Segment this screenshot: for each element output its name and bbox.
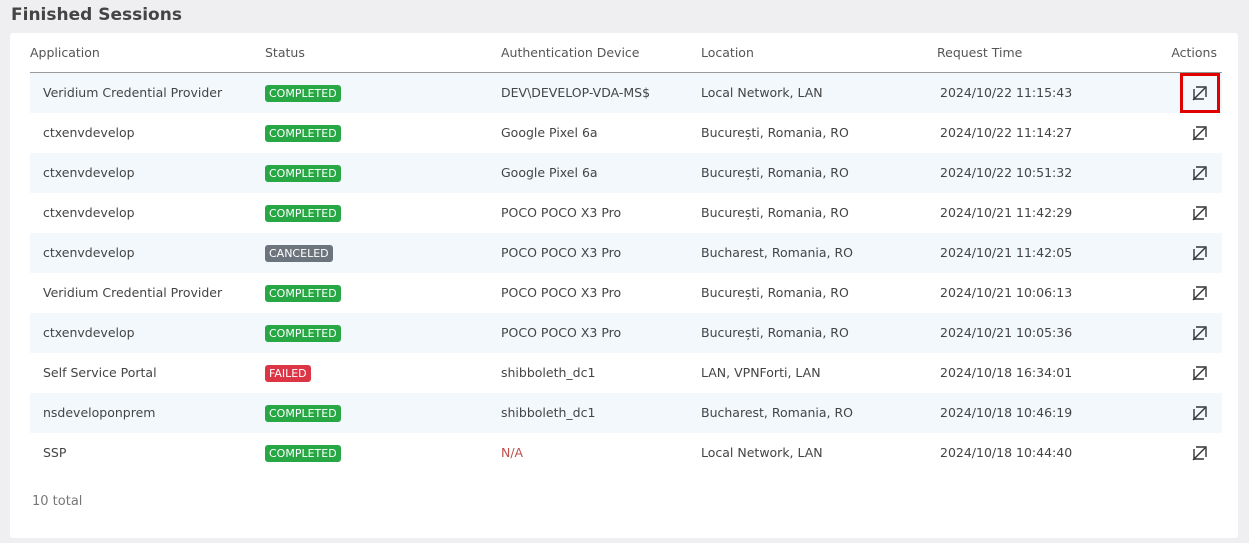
location-cell: LAN, VPNForti, LAN — [701, 365, 821, 380]
location-cell: București, Romania, RO — [701, 285, 849, 300]
device-cell: Google Pixel 6a — [501, 125, 598, 140]
application-cell: ctxenvdevelop — [43, 125, 135, 140]
open-session-button[interactable] — [1190, 443, 1210, 463]
table-row: ctxenvdevelop CANCELED POCO POCO X3 Pro … — [30, 233, 1222, 273]
request-time-cell: 2024/10/22 11:14:27 — [940, 125, 1073, 140]
application-cell: ctxenvdevelop — [43, 325, 135, 340]
table-row: ctxenvdevelop COMPLETED POCO POCO X3 Pro… — [30, 313, 1222, 353]
request-time-cell: 2024/10/18 10:46:19 — [940, 405, 1073, 420]
open-session-button[interactable] — [1190, 243, 1210, 263]
column-header-status: Status — [265, 45, 305, 60]
open-session-button[interactable] — [1180, 73, 1220, 113]
open-session-button[interactable] — [1190, 123, 1210, 143]
open-external-icon — [1190, 126, 1210, 146]
location-cell: Bucharest, Romania, RO — [701, 245, 854, 260]
location-cell: Bucharest, Romania, RO — [701, 405, 854, 420]
table-row: Veridium Credential Provider COMPLETED D… — [30, 73, 1222, 113]
request-time-cell: 2024/10/22 10:51:32 — [940, 165, 1073, 180]
open-external-icon — [1190, 286, 1210, 306]
location-cell: București, Romania, RO — [701, 325, 849, 340]
column-header-request-time: Request Time — [937, 45, 1023, 60]
table-row: SSP COMPLETED N/A Local Network, LAN 202… — [30, 433, 1222, 473]
column-header-device: Authentication Device — [501, 45, 640, 60]
total-count: 10 total — [32, 494, 83, 509]
application-cell: ctxenvdevelop — [43, 165, 135, 180]
status-badge: COMPLETED — [265, 445, 341, 462]
status-badge: COMPLETED — [265, 165, 341, 182]
device-cell: N/A — [501, 445, 524, 460]
application-cell: ctxenvdevelop — [43, 205, 135, 220]
open-session-button[interactable] — [1190, 323, 1210, 343]
application-cell: Self Service Portal — [43, 365, 157, 380]
table-header: Application Status Authentication Device… — [30, 33, 1222, 73]
application-cell: SSP — [43, 445, 67, 460]
table-row: ctxenvdevelop COMPLETED Google Pixel 6a … — [30, 113, 1222, 153]
column-header-actions: Actions — [1171, 45, 1217, 60]
request-time-cell: 2024/10/21 11:42:29 — [940, 205, 1073, 220]
table-row: nsdeveloponprem COMPLETED shibboleth_dc1… — [30, 393, 1222, 433]
application-cell: Veridium Credential Provider — [43, 285, 223, 300]
location-cell: București, Romania, RO — [701, 125, 849, 140]
table-row: ctxenvdevelop COMPLETED POCO POCO X3 Pro… — [30, 193, 1222, 233]
table-row: Self Service Portal FAILED shibboleth_dc… — [30, 353, 1222, 393]
open-external-icon — [1190, 366, 1210, 386]
open-external-icon — [1190, 166, 1210, 186]
application-cell: nsdeveloponprem — [43, 405, 156, 420]
open-external-icon — [1190, 406, 1210, 426]
device-cell: DEV\DEVELOP-VDA-MS$ — [501, 85, 651, 100]
status-badge: FAILED — [265, 365, 311, 382]
status-badge: COMPLETED — [265, 325, 341, 342]
open-external-icon — [1190, 326, 1210, 346]
location-cell: Local Network, LAN — [701, 445, 823, 460]
column-header-application: Application — [30, 45, 100, 60]
status-badge: COMPLETED — [265, 85, 341, 102]
request-time-cell: 2024/10/18 16:34:01 — [940, 365, 1073, 380]
sessions-card: Application Status Authentication Device… — [10, 33, 1238, 538]
open-session-button[interactable] — [1190, 363, 1210, 383]
request-time-cell: 2024/10/21 10:06:13 — [940, 285, 1073, 300]
request-time-cell: 2024/10/18 10:44:40 — [940, 445, 1073, 460]
device-cell: POCO POCO X3 Pro — [501, 205, 622, 220]
status-badge: CANCELED — [265, 245, 333, 262]
status-badge: COMPLETED — [265, 125, 341, 142]
open-session-button[interactable] — [1190, 163, 1210, 183]
request-time-cell: 2024/10/21 10:05:36 — [940, 325, 1073, 340]
open-external-icon — [1190, 206, 1210, 226]
open-external-icon — [1190, 86, 1210, 106]
location-cell: București, Romania, RO — [701, 205, 849, 220]
location-cell: Local Network, LAN — [701, 85, 823, 100]
table-row: ctxenvdevelop COMPLETED Google Pixel 6a … — [30, 153, 1222, 193]
open-session-button[interactable] — [1190, 203, 1210, 223]
status-badge: COMPLETED — [265, 405, 341, 422]
open-session-button[interactable] — [1190, 283, 1210, 303]
table-body: Veridium Credential Provider COMPLETED D… — [30, 73, 1222, 473]
status-badge: COMPLETED — [265, 205, 341, 222]
device-cell: shibboleth_dc1 — [501, 365, 596, 380]
open-external-icon — [1190, 246, 1210, 266]
column-header-location: Location — [701, 45, 754, 60]
page-title: Finished Sessions — [11, 5, 182, 25]
device-cell: POCO POCO X3 Pro — [501, 325, 622, 340]
status-badge: COMPLETED — [265, 285, 341, 302]
table-row: Veridium Credential Provider COMPLETED P… — [30, 273, 1222, 313]
request-time-cell: 2024/10/21 11:42:05 — [940, 245, 1073, 260]
device-cell: shibboleth_dc1 — [501, 405, 596, 420]
open-external-icon — [1190, 446, 1210, 466]
device-cell: Google Pixel 6a — [501, 165, 598, 180]
request-time-cell: 2024/10/22 11:15:43 — [940, 85, 1073, 100]
application-cell: ctxenvdevelop — [43, 245, 135, 260]
location-cell: București, Romania, RO — [701, 165, 849, 180]
device-cell: POCO POCO X3 Pro — [501, 245, 622, 260]
device-cell: POCO POCO X3 Pro — [501, 285, 622, 300]
application-cell: Veridium Credential Provider — [43, 85, 223, 100]
open-session-button[interactable] — [1190, 403, 1210, 423]
